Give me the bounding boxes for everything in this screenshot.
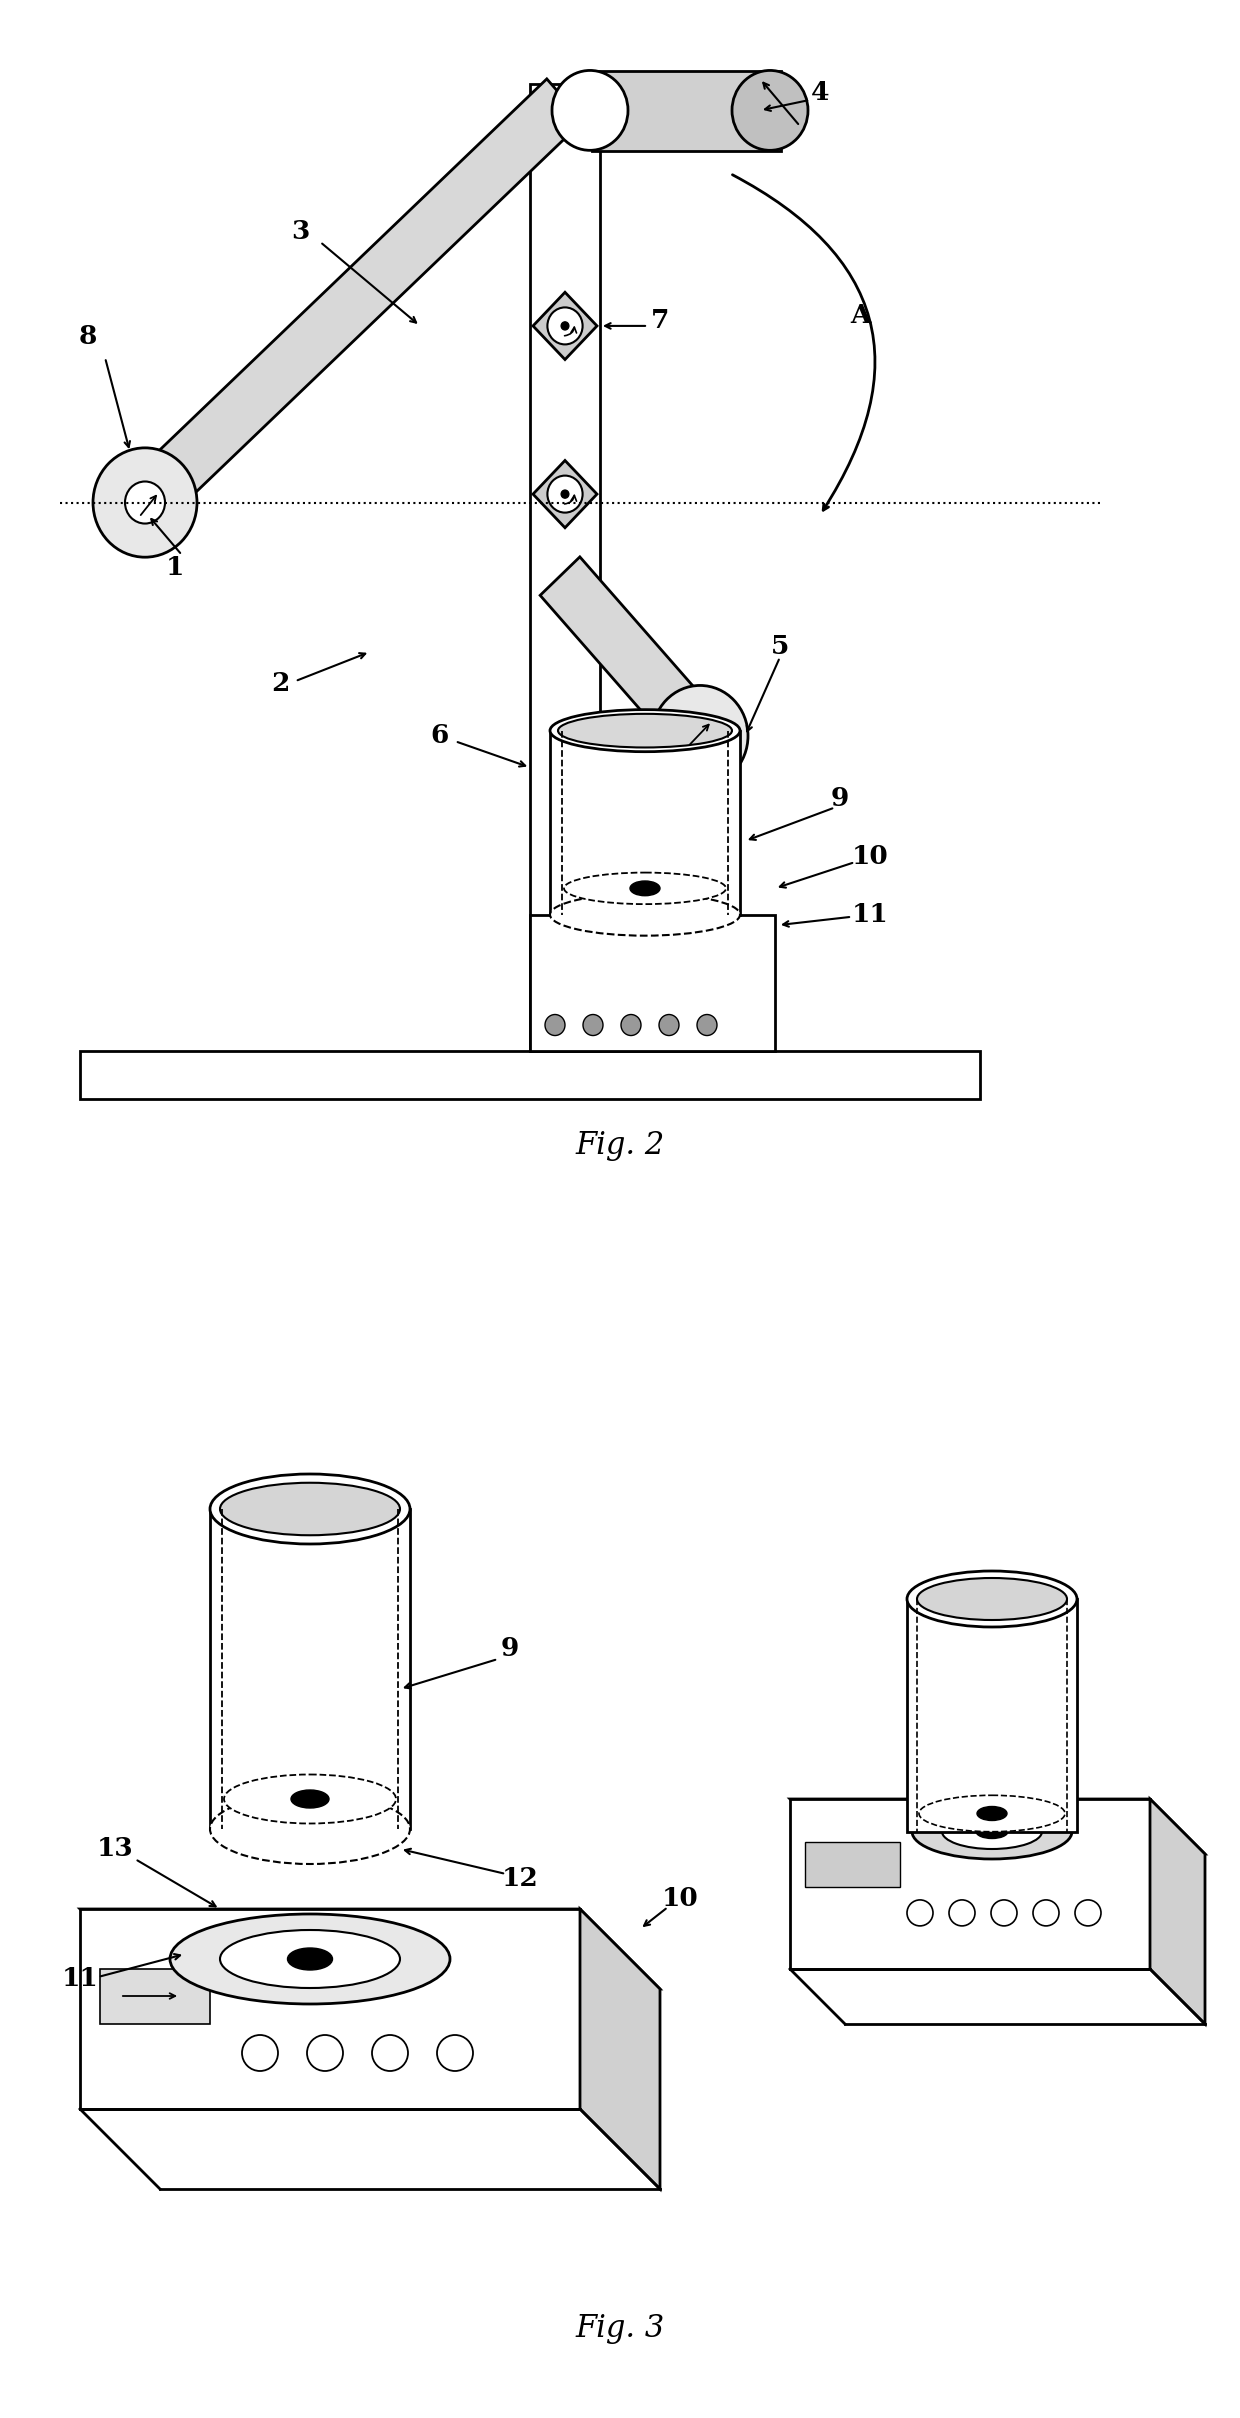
Ellipse shape (906, 1572, 1078, 1627)
Polygon shape (126, 80, 583, 525)
Ellipse shape (732, 70, 808, 150)
Text: 2: 2 (270, 670, 289, 696)
Polygon shape (790, 1799, 1149, 1968)
Bar (591, 73, 781, 152)
Ellipse shape (976, 1826, 1008, 1838)
Text: 12: 12 (502, 1867, 538, 1891)
Text: 11: 11 (62, 1966, 98, 1992)
Bar (100, 1968, 210, 2024)
Polygon shape (790, 1799, 1205, 1855)
Circle shape (652, 684, 748, 786)
Ellipse shape (630, 880, 660, 895)
Circle shape (547, 476, 583, 513)
Text: 10: 10 (852, 844, 888, 870)
Ellipse shape (564, 873, 725, 904)
Bar (81, 1052, 980, 1098)
Circle shape (949, 1901, 975, 1925)
Polygon shape (81, 1908, 580, 2108)
Circle shape (658, 1016, 680, 1035)
Ellipse shape (291, 1789, 329, 1809)
Text: 6: 6 (430, 723, 449, 750)
Circle shape (547, 307, 583, 343)
Ellipse shape (219, 1482, 401, 1535)
Circle shape (372, 2036, 408, 2070)
Ellipse shape (210, 1794, 410, 1864)
Polygon shape (533, 459, 596, 527)
Text: A: A (849, 302, 870, 329)
Circle shape (1075, 1901, 1101, 1925)
Circle shape (906, 1901, 932, 1925)
Circle shape (308, 2036, 343, 2070)
Circle shape (1033, 1901, 1059, 1925)
Ellipse shape (942, 1814, 1042, 1850)
Ellipse shape (919, 1794, 1065, 1833)
Ellipse shape (558, 713, 732, 747)
Text: 8: 8 (79, 324, 97, 348)
Circle shape (682, 718, 718, 754)
Circle shape (242, 2036, 278, 2070)
Circle shape (436, 2036, 472, 2070)
Circle shape (562, 322, 569, 329)
Text: 10: 10 (662, 1886, 698, 1913)
Text: 5: 5 (771, 634, 789, 660)
Circle shape (583, 1016, 603, 1035)
Polygon shape (1149, 1799, 1205, 2024)
Ellipse shape (224, 1775, 396, 1823)
Circle shape (93, 447, 197, 556)
Text: Fig. 2: Fig. 2 (575, 1132, 665, 1161)
Circle shape (697, 1016, 717, 1035)
Polygon shape (580, 1908, 660, 2188)
Ellipse shape (918, 1579, 1066, 1620)
Text: 3: 3 (291, 218, 309, 244)
Circle shape (562, 491, 569, 498)
Ellipse shape (170, 1915, 450, 2005)
Polygon shape (533, 293, 596, 360)
Polygon shape (541, 556, 720, 754)
Ellipse shape (551, 895, 740, 936)
Ellipse shape (210, 1475, 410, 1545)
Ellipse shape (552, 70, 627, 150)
Ellipse shape (288, 1949, 332, 1971)
Circle shape (991, 1901, 1017, 1925)
Bar (529, 85, 600, 1052)
Text: 13: 13 (97, 1838, 134, 1862)
Text: 9: 9 (501, 1637, 520, 1661)
Ellipse shape (219, 1930, 401, 1988)
Text: 9: 9 (831, 786, 849, 812)
Text: 1: 1 (166, 556, 185, 580)
Bar (906, 1598, 1078, 1830)
Circle shape (125, 481, 165, 525)
Text: Fig. 3: Fig. 3 (575, 2314, 665, 2345)
Polygon shape (81, 1908, 660, 1990)
Bar (210, 1509, 410, 1828)
Ellipse shape (551, 708, 740, 752)
Circle shape (621, 1016, 641, 1035)
Circle shape (546, 1016, 565, 1035)
Ellipse shape (977, 1806, 1007, 1821)
Bar (529, 914, 775, 1052)
Text: 11: 11 (852, 902, 888, 926)
Bar (805, 1843, 900, 1886)
Bar (551, 730, 740, 914)
Text: 7: 7 (651, 307, 670, 334)
Ellipse shape (911, 1804, 1073, 1859)
Text: 4: 4 (811, 80, 830, 104)
